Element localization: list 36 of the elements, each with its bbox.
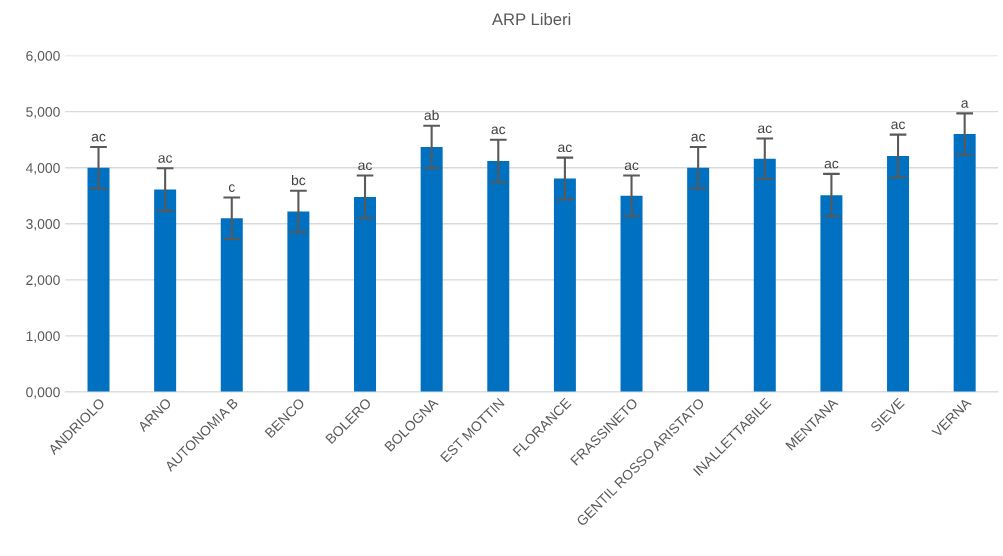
annotation: ac	[624, 162, 639, 171]
bar	[354, 196, 377, 392]
y-tick-label: 5,000	[26, 107, 60, 119]
annotation: a	[961, 100, 969, 108]
annotation: ab	[424, 109, 439, 121]
annotation: ac	[491, 126, 506, 135]
bar	[487, 161, 510, 392]
annotation: ac	[891, 121, 906, 130]
bar	[220, 218, 243, 392]
y-tick-label: 0,000	[26, 387, 60, 399]
annotation: ac	[91, 133, 106, 142]
annotation: ac	[558, 144, 572, 153]
annotation: ac	[758, 125, 772, 134]
chart-title: ARP Liberi	[491, 12, 571, 26]
annotation: ac	[358, 162, 372, 171]
bar	[953, 134, 976, 392]
y-tick-label: 1,000	[26, 331, 60, 343]
bar	[420, 146, 443, 392]
bar	[887, 155, 910, 392]
annotation: ac	[691, 133, 706, 142]
annotation: bc	[291, 174, 306, 186]
annotation: ac	[824, 160, 839, 169]
bar	[620, 195, 643, 392]
y-tick-label: 2,000	[26, 275, 60, 287]
bar	[820, 195, 843, 392]
bar	[553, 178, 576, 392]
annotation: c	[228, 184, 235, 192]
annotation: ac	[158, 155, 173, 163]
bar	[87, 167, 110, 392]
y-tick-label: 4,000	[25, 163, 60, 175]
bar	[287, 211, 310, 392]
y-tick-label: 6,000	[26, 50, 60, 63]
bar	[753, 158, 776, 392]
bar	[154, 189, 177, 392]
y-tick-label: 3,000	[26, 219, 60, 231]
bar	[687, 167, 710, 392]
